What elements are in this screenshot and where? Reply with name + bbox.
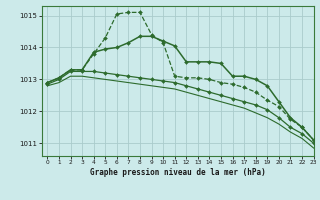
X-axis label: Graphe pression niveau de la mer (hPa): Graphe pression niveau de la mer (hPa) (90, 168, 266, 177)
